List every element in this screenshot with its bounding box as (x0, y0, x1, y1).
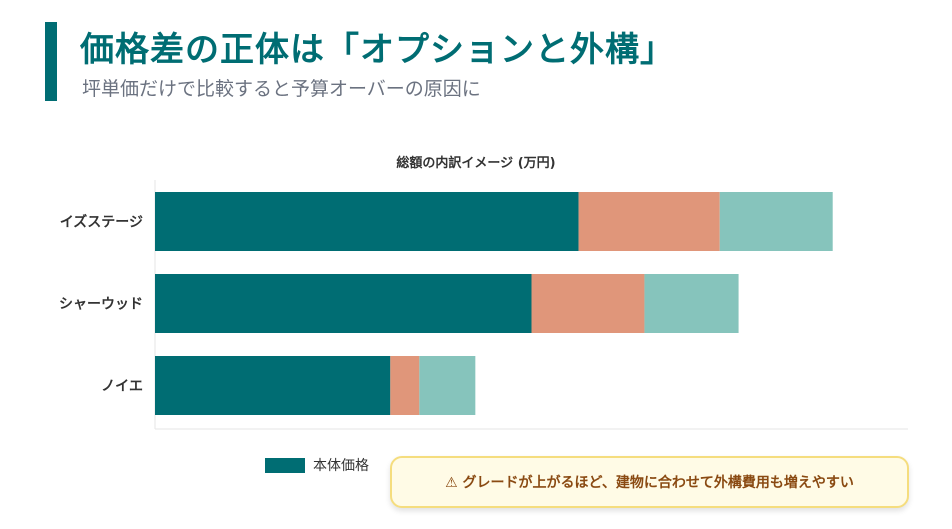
bar-segment-シャーウッド-2 (644, 274, 739, 333)
bar-segment-イズステージ-1 (578, 192, 720, 251)
legend: 本体価格 (265, 455, 369, 475)
category-label: ノイエ (101, 379, 143, 395)
chart-title: 総額の内訳イメージ (万円) (396, 156, 556, 171)
bar-segment-ノイエ-0 (155, 356, 391, 415)
bar-segment-シャーウッド-1 (531, 274, 645, 333)
bar-segment-シャーウッド-0 (155, 274, 532, 333)
bar-segment-ノイエ-2 (419, 356, 476, 415)
bar-segment-イズステージ-2 (719, 192, 833, 251)
page-subtitle: 坪単価だけで比較すると予算オーバーの原因に (82, 78, 481, 100)
category-label: イズステージ (60, 214, 143, 231)
category-label: シャーウッド (59, 297, 143, 313)
warning-callout: ⚠ グレードが上がるほど、建物に合わせて外構費用も増えやすい (390, 456, 909, 508)
bar-segment-イズステージ-0 (155, 192, 579, 251)
page-title: 価格差の正体は「オプションと外構」 (80, 30, 675, 70)
bar-segment-ノイエ-1 (390, 356, 420, 415)
callout-text: ⚠ グレードが上がるほど、建物に合わせて外構費用も増えやすい (445, 475, 854, 491)
title-accent-bar (45, 22, 57, 101)
legend-label: 本体価格 (313, 458, 369, 474)
legend-swatch-body-price (265, 457, 305, 473)
